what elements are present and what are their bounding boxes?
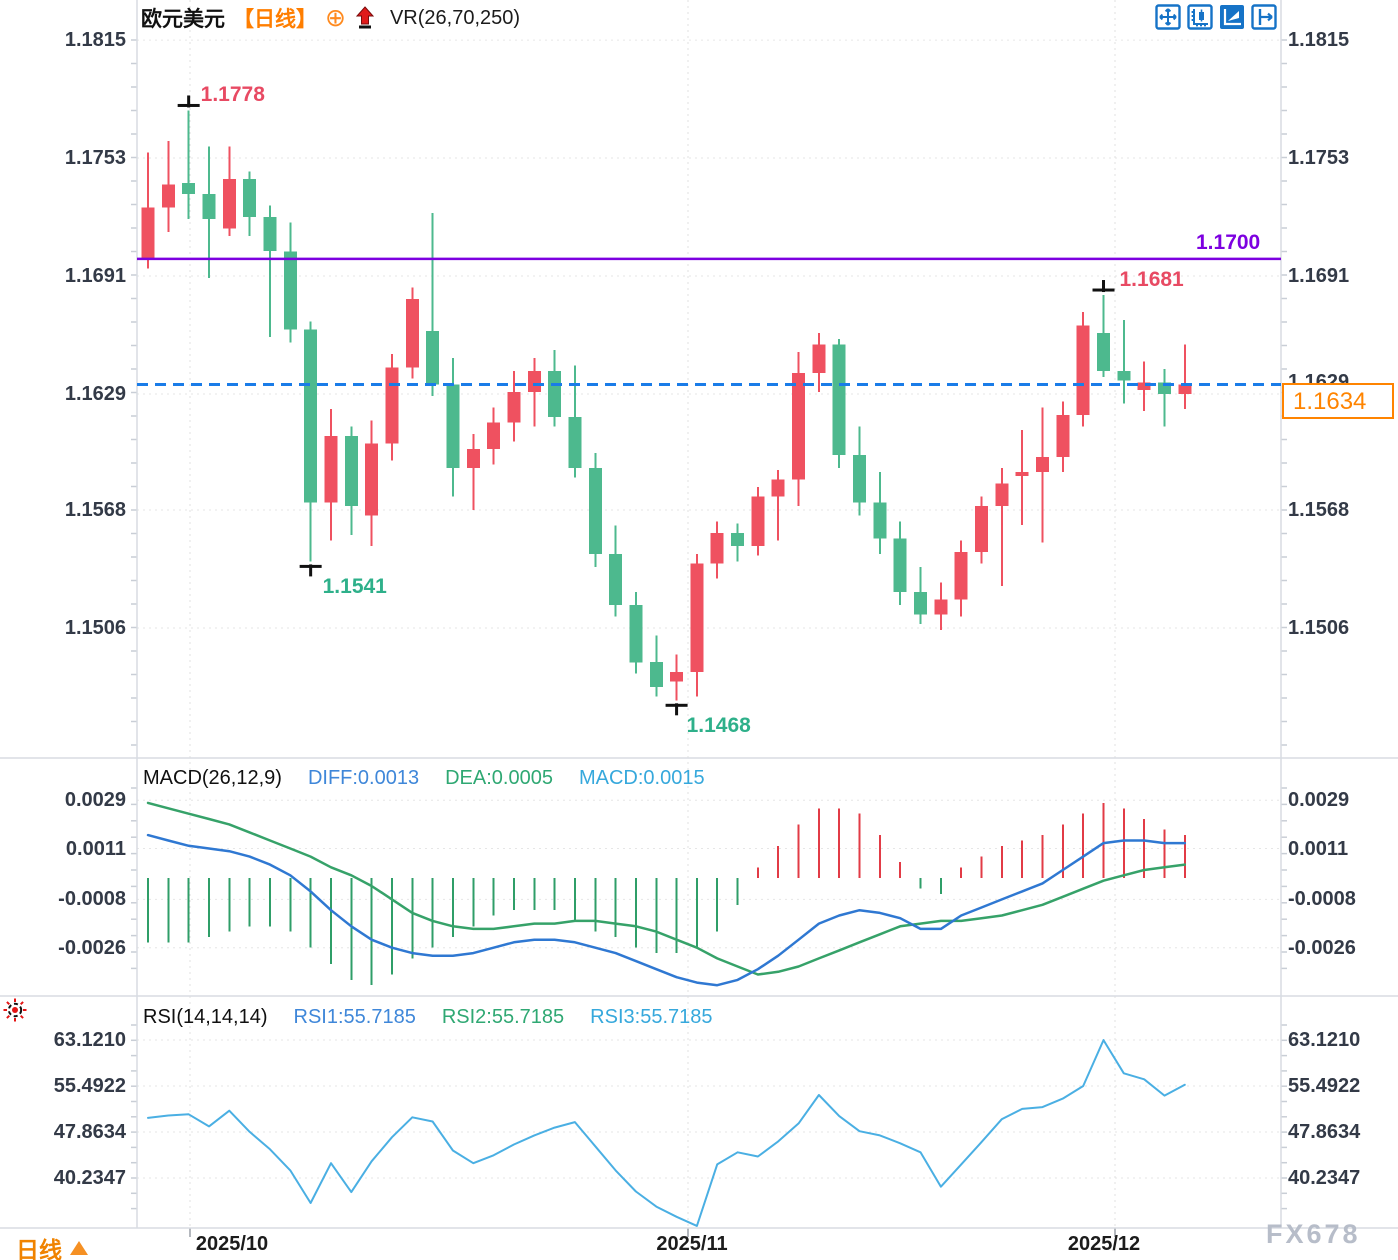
rsi3-value: RSI3:55.7185 (590, 1005, 713, 1028)
add-indicator-icon[interactable]: ⊕ (325, 4, 346, 32)
symbol-title: 欧元美元 (141, 8, 225, 31)
horizontal-line-price-label[interactable]: 1.1700 (1196, 230, 1261, 254)
triangle-up-icon (70, 1241, 88, 1255)
annotation-high-2: 1.1681 (1119, 268, 1184, 292)
macd-title[interactable]: MACD(26,12,9) (143, 766, 282, 789)
draw-trend-button-active[interactable] (1219, 4, 1245, 30)
period-tag[interactable]: 【日线】 (233, 8, 317, 31)
rsi-title[interactable]: RSI(14,14,14) (143, 1005, 268, 1028)
period-selector-label[interactable]: 日线 (16, 1237, 62, 1260)
current-price-tag: 1.1634 (1282, 383, 1394, 420)
up-arrow-icon[interactable] (354, 6, 376, 30)
collapse-panel-button[interactable] (1251, 4, 1277, 30)
rsi2-value: RSI2:55.7185 (441, 1005, 565, 1028)
macd-diff-value: DIFF:0.0013 (307, 766, 420, 789)
macd-hist-group (147, 802, 1186, 986)
period-selector[interactable]: 日线 (16, 1231, 88, 1260)
macd-dea-value: DEA:0.0005 (445, 766, 553, 789)
vr-indicator-label[interactable]: VR(26,70,250) (389, 6, 521, 29)
axis-scale-button[interactable] (1187, 4, 1213, 30)
indicator-settings-icon[interactable] (2, 997, 28, 1023)
annotation-high-1: 1.1778 (200, 83, 265, 107)
pan-crosshair-button[interactable] (1155, 4, 1181, 30)
annotation-low-1: 1.1541 (322, 575, 387, 599)
candles-group (141, 110, 1192, 701)
rsi-label-row: RSI(14,14,14) RSI1:55.7185 RSI2:55.7185 … (143, 1004, 713, 1030)
annotation-low-2: 1.1468 (686, 714, 751, 738)
macd-label-row: MACD(26,12,9) DIFF:0.0013 DEA:0.0005 MAC… (143, 765, 705, 791)
chart-toolbar (1155, 4, 1277, 30)
fx678-watermark: FX678 (1266, 1219, 1361, 1249)
chart-header: 欧元美元 【日线】 ⊕ VR(26,70,250) (141, 3, 520, 33)
macd-macd-value: MACD:0.0015 (578, 766, 705, 789)
rsi1-value: RSI1:55.7185 (293, 1005, 416, 1028)
